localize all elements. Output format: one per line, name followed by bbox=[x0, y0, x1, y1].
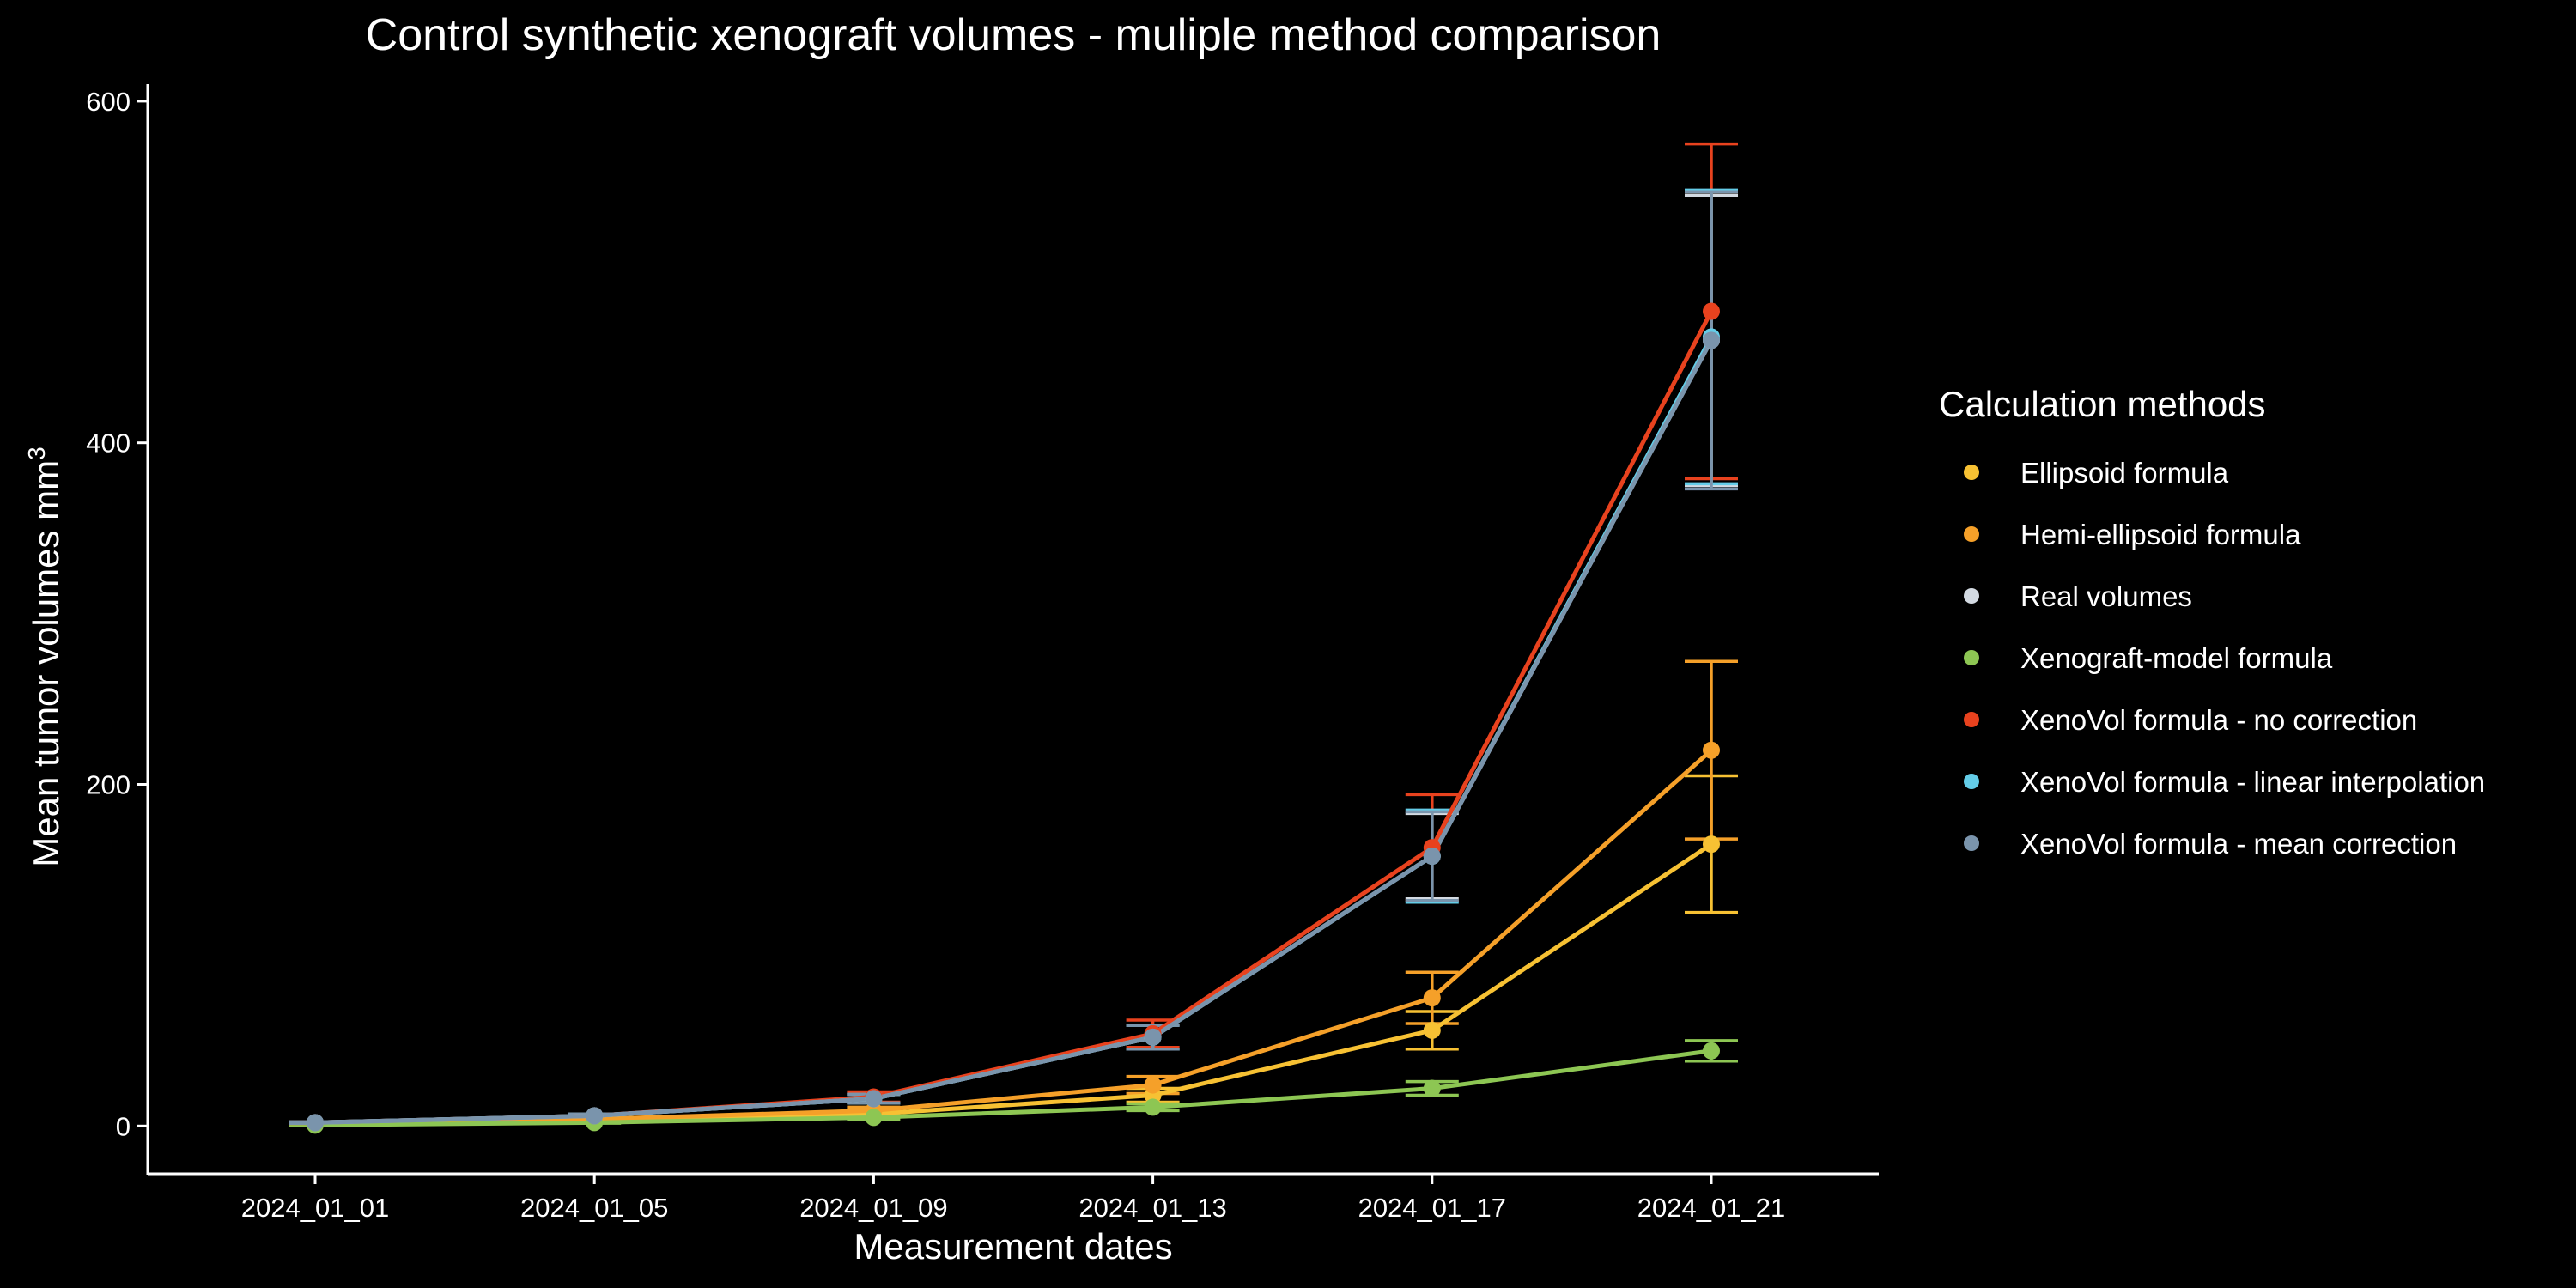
x-tick-label: 2024_01_13 bbox=[1078, 1193, 1226, 1223]
legend-label: Real volumes bbox=[2020, 580, 2192, 612]
legend-title: Calculation methods bbox=[1939, 384, 2266, 424]
series-line bbox=[314, 339, 1714, 1125]
legend-label: Ellipsoid formula bbox=[2020, 457, 2229, 489]
series-lines bbox=[314, 310, 1714, 1127]
data-point bbox=[1144, 1076, 1162, 1094]
legend-key bbox=[1964, 650, 1979, 665]
x-tick-label: 2024_01_01 bbox=[241, 1193, 389, 1223]
x-tick-label: 2024_01_09 bbox=[799, 1193, 947, 1223]
data-point bbox=[865, 1090, 883, 1108]
legend-key bbox=[1964, 588, 1979, 604]
x-tick-label: 2024_01_17 bbox=[1358, 1193, 1506, 1223]
y-axis-title-superscript: 3 bbox=[23, 447, 50, 460]
data-point bbox=[586, 1107, 604, 1125]
legend-key bbox=[1964, 465, 1979, 480]
data-point bbox=[1423, 1021, 1441, 1039]
legend-label: Xenograft-model formula bbox=[2020, 642, 2333, 674]
legend-label: XenoVol formula - mean correction bbox=[2020, 828, 2457, 860]
chart-title: Control synthetic xenograft volumes - mu… bbox=[366, 10, 1662, 60]
y-tick-label: 400 bbox=[86, 428, 131, 459]
y-axis-title-text: Mean tumor volumes mm bbox=[26, 460, 66, 867]
legend-label: XenoVol formula - no correction bbox=[2020, 704, 2417, 736]
x-tick-label: 2024_01_21 bbox=[1637, 1193, 1785, 1223]
data-point bbox=[1144, 1028, 1162, 1046]
y-axis: 0 200 400 600 bbox=[86, 84, 149, 1175]
data-point bbox=[1703, 331, 1720, 349]
data-point bbox=[1423, 848, 1441, 866]
data-point bbox=[307, 1114, 324, 1132]
data-point bbox=[1703, 741, 1720, 759]
y-tick-label: 200 bbox=[86, 770, 131, 800]
series-line bbox=[314, 842, 1713, 1127]
y-tick-label: 600 bbox=[86, 87, 131, 117]
series-line bbox=[314, 748, 1713, 1126]
data-point bbox=[1703, 835, 1720, 854]
legend-label: XenoVol formula - linear interpolation bbox=[2020, 766, 2485, 798]
data-point bbox=[1423, 1079, 1441, 1097]
y-axis-title: Mean tumor volumes mm3 bbox=[23, 447, 66, 866]
series-line bbox=[314, 310, 1714, 1125]
x-tick-label: 2024_01_05 bbox=[520, 1193, 668, 1223]
series-points bbox=[307, 302, 1720, 1134]
x-axis-title: Measurement dates bbox=[854, 1226, 1172, 1267]
legend-label: Hemi-ellipsoid formula bbox=[2020, 519, 2301, 550]
x-axis: 2024_01_01 2024_01_05 2024_01_09 2024_01_13… bbox=[148, 1172, 1879, 1223]
legend: Calculation methods Ellipsoid formula Hem… bbox=[1939, 384, 2485, 860]
legend-key bbox=[1964, 774, 1979, 789]
data-point bbox=[1144, 1098, 1162, 1116]
legend-items: Ellipsoid formula Hemi-ellipsoid formula R… bbox=[1964, 457, 2485, 860]
data-point bbox=[1703, 1042, 1720, 1060]
data-point bbox=[1423, 989, 1441, 1007]
legend-key bbox=[1964, 526, 1979, 542]
data-point bbox=[865, 1109, 883, 1127]
error-bars bbox=[289, 142, 1738, 1127]
series-line bbox=[314, 1048, 1712, 1127]
y-tick-label: 0 bbox=[116, 1111, 131, 1141]
legend-key bbox=[1964, 712, 1979, 727]
data-point bbox=[1703, 302, 1720, 320]
legend-key bbox=[1964, 835, 1979, 851]
